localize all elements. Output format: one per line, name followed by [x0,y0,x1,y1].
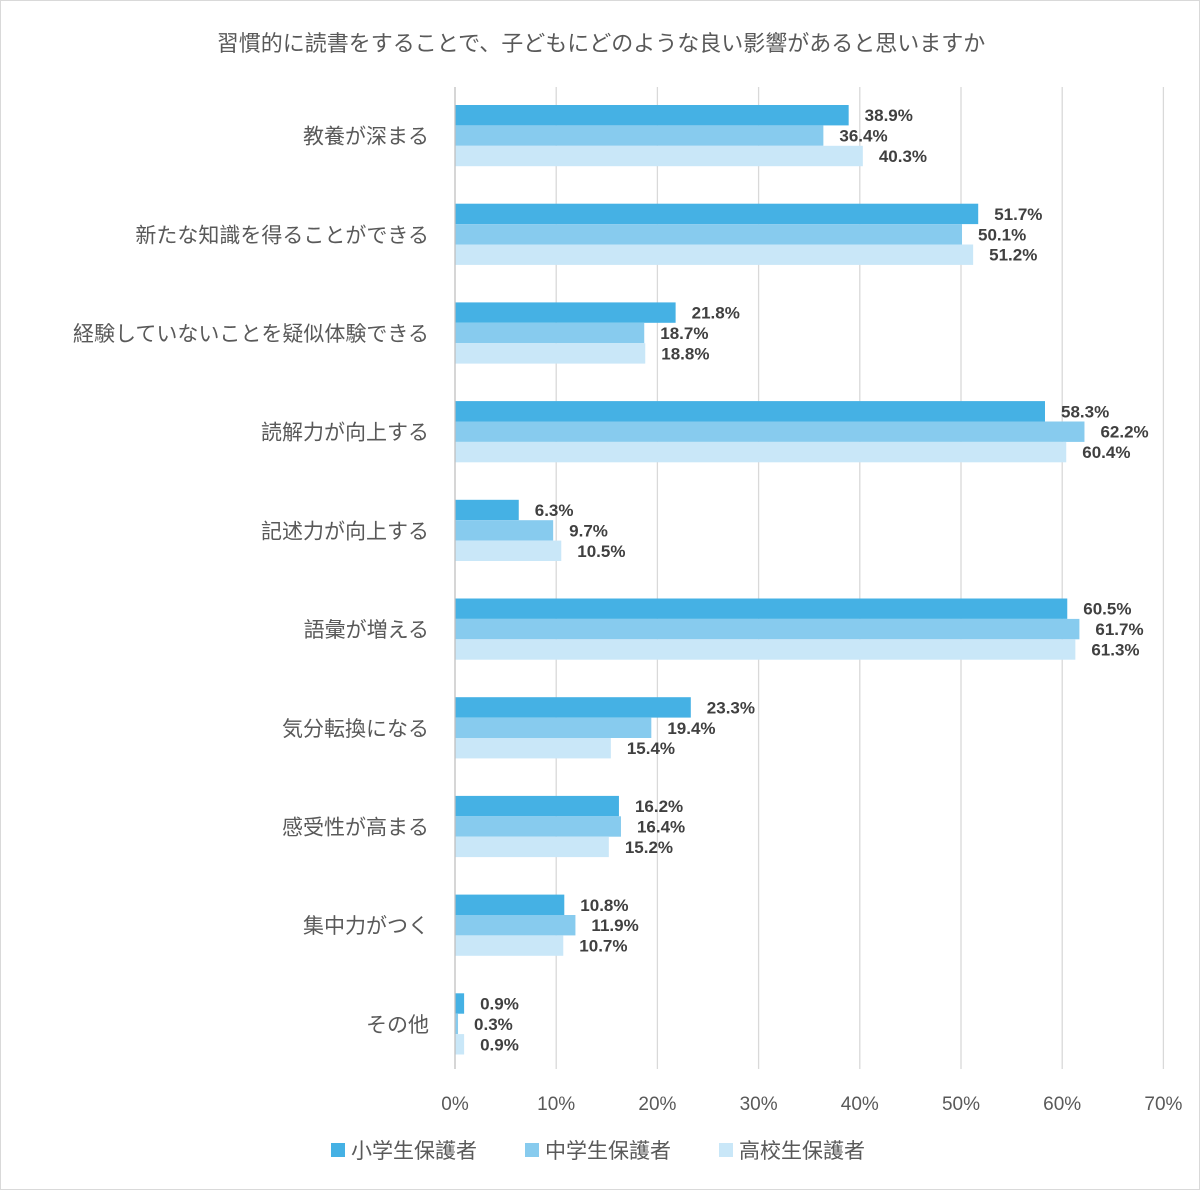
bar [455,401,1045,422]
bar [455,302,676,323]
data-label: 10.8% [580,896,628,915]
bar [455,894,565,915]
bar [455,441,1067,463]
data-label: 58.3% [1061,402,1109,421]
data-label: 62.2% [1100,423,1148,442]
data-label: 10.7% [579,937,627,956]
bar [455,836,609,858]
bar [455,421,1085,442]
data-label: 61.3% [1091,641,1139,660]
data-label: 0.3% [474,1015,513,1034]
data-label: 10.5% [577,542,625,561]
data-label: 16.4% [637,818,685,837]
bar [455,244,974,265]
x-tick-label: 20% [638,1094,676,1115]
legend-label: 中学生保護者 [545,1139,671,1163]
data-label: 21.8% [692,304,740,323]
data-label: 19.4% [667,719,715,738]
bar [455,915,576,936]
bar [455,738,611,759]
bar [455,125,824,146]
legend-label: 高校生保護者 [739,1139,865,1163]
category-label: 気分転換になる [282,717,429,741]
data-label: 0.9% [480,1035,519,1054]
data-label: 60.4% [1082,443,1130,462]
category-label: 語彙が増える [304,618,429,642]
x-tick-label: 70% [1144,1094,1182,1115]
data-label: 0.9% [480,995,519,1014]
x-tick-label: 40% [841,1094,879,1115]
bar [455,224,963,245]
data-label: 9.7% [569,521,608,540]
bar [455,816,621,837]
x-tick-label: 0% [441,1094,469,1115]
bar [455,145,863,167]
data-label: 51.7% [994,205,1042,224]
x-tick-label: 10% [537,1094,575,1115]
data-label: 18.7% [660,324,708,343]
data-labels: 38.9% 36.4%40.3% 51.7%50.1% 51.2% 21.8%18.7%… [474,106,1149,1054]
data-label: 16.2% [635,797,683,816]
data-label: 36.4% [839,127,887,146]
bar [455,322,645,344]
x-tick-label: 30% [740,1094,778,1115]
category-label: その他 [366,1013,429,1037]
data-label: 15.2% [625,838,673,857]
x-axis-ticks: 0% 10% 20% 30% 40% 50% 60% 70% [441,1094,1182,1115]
bar [455,993,465,1014]
bar [455,499,519,521]
data-label: 60.5% [1083,600,1131,619]
bar [455,697,691,718]
legend-swatch [331,1143,345,1157]
bar [455,935,564,956]
category-label: 新たな知識を得ることができる [135,223,429,247]
bar [455,105,849,126]
legend-label: 小学生保護者 [351,1139,477,1163]
data-label: 18.8% [661,344,709,363]
bar [455,598,1068,619]
bars [455,105,1085,1055]
bar [455,1034,465,1055]
bar [455,520,554,541]
bar [455,795,619,817]
category-label: 教養が深まる [303,125,429,149]
data-label: 15.4% [627,739,675,758]
x-tick-label: 60% [1043,1094,1081,1115]
data-label: 51.2% [989,246,1037,265]
chart-title: 習慣的に読書をすることで、子どもにどのような良い影響があると思いますか [217,32,985,57]
category-label: 経験していないことを疑似体験できる [73,322,429,346]
category-label: 読解力が向上する [261,421,429,445]
data-label: 61.7% [1095,620,1143,639]
category-label: 記述力が向上する [261,519,429,543]
data-label: 38.9% [865,106,913,125]
category-label: 集中力がつく [303,914,429,938]
category-labels: 教養が深まる新たな知識を得ることができる経験していないことを疑似体験できる読解力… [73,125,429,1037]
data-label: 6.3% [535,501,574,520]
x-tick-label: 50% [942,1094,980,1115]
legend: 小学生保護者 中学生保護者 高校生保護者 [331,1139,865,1163]
bar [455,343,646,364]
bar [455,203,979,225]
bar [455,639,1076,660]
data-label: 11.9% [591,916,638,935]
bar [455,540,562,561]
bar [455,717,652,738]
data-label: 23.3% [707,698,755,717]
data-label: 50.1% [978,225,1026,244]
bar [455,618,1080,640]
bar [455,1013,459,1035]
category-label: 感受性が高まる [282,816,429,840]
legend-swatch [719,1143,733,1157]
legend-swatch [525,1143,539,1157]
data-label: 40.3% [879,147,927,166]
